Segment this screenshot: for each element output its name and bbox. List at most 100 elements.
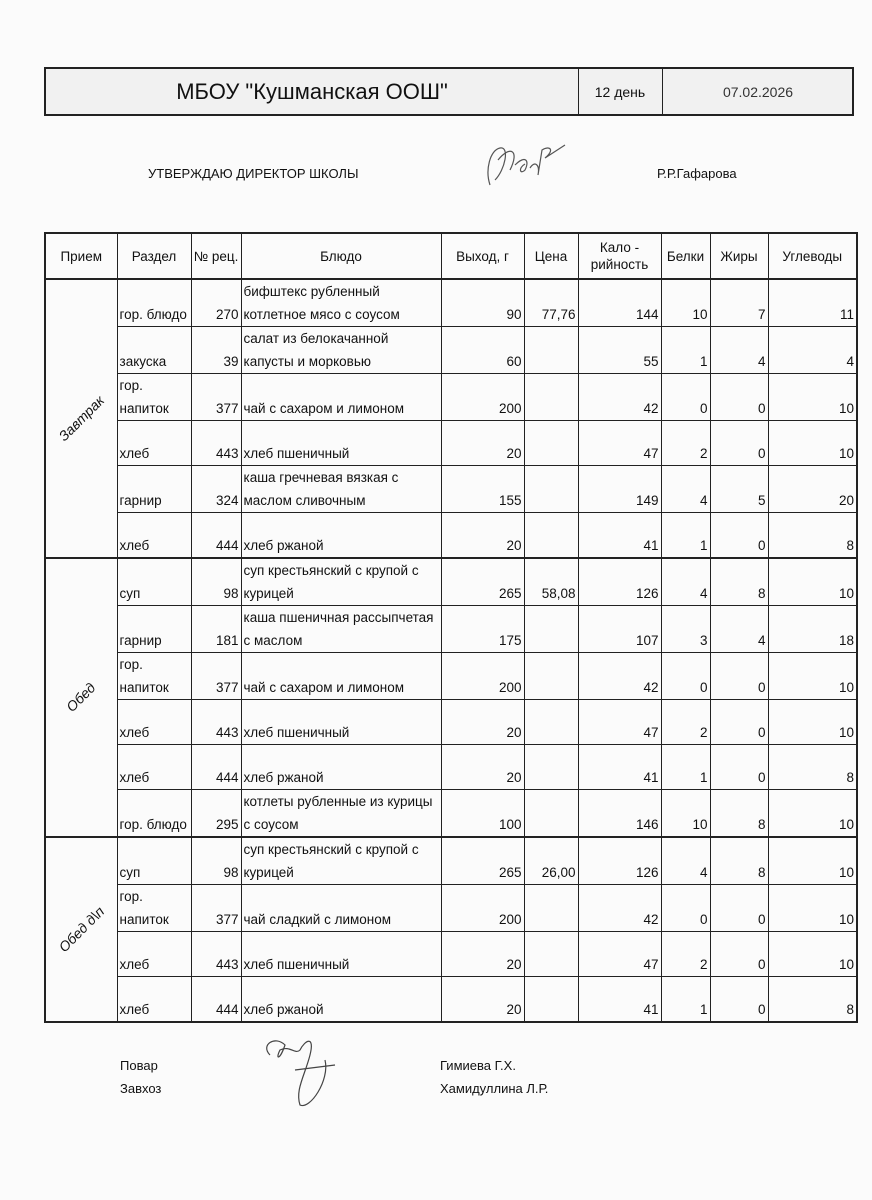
price-cell bbox=[523, 605, 579, 653]
column-header: Белки bbox=[660, 232, 711, 280]
recipe-number-cell: 181 bbox=[190, 605, 242, 653]
carbs-cell: 10 bbox=[767, 884, 858, 932]
section-cell: суп bbox=[116, 557, 192, 606]
column-header: Углеводы bbox=[767, 232, 858, 280]
yield-cell: 20 bbox=[440, 976, 525, 1023]
section-cell: гор. напиток bbox=[116, 652, 192, 700]
table-row: хлеб 443 хлеб пшеничный 20 47 2 0 10 bbox=[45, 931, 858, 977]
carbs-cell: 8 bbox=[767, 512, 858, 559]
dish-cell: котлеты рубленные из курицы с соусом bbox=[240, 789, 442, 838]
fat-cell: 5 bbox=[709, 465, 769, 513]
meal-name: Обед д\п bbox=[54, 903, 107, 956]
protein-cell: 0 bbox=[660, 373, 711, 421]
price-cell: 26,00 bbox=[523, 836, 579, 885]
calories-cell: 41 bbox=[577, 512, 662, 559]
section-cell: хлеб bbox=[116, 699, 192, 745]
calories-cell: 42 bbox=[577, 373, 662, 421]
calories-cell: 149 bbox=[577, 465, 662, 513]
table-row: хлеб 443 хлеб пшеничный 20 47 2 0 10 bbox=[45, 420, 858, 466]
dish-cell: хлеб ржаной bbox=[240, 512, 442, 559]
calories-cell: 42 bbox=[577, 652, 662, 700]
calories-cell: 144 bbox=[577, 278, 662, 327]
column-header: № рец. bbox=[190, 232, 242, 280]
carbs-cell: 8 bbox=[767, 976, 858, 1023]
fat-cell: 0 bbox=[709, 512, 769, 559]
column-header: Выход, г bbox=[440, 232, 525, 280]
section-cell: гарнир bbox=[116, 605, 192, 653]
recipe-number-cell: 443 bbox=[190, 420, 242, 466]
protein-cell: 0 bbox=[660, 884, 711, 932]
storekeeper-name: Хамидуллина Л.Р. bbox=[440, 1081, 549, 1096]
fat-cell: 0 bbox=[709, 884, 769, 932]
recipe-number-cell: 443 bbox=[190, 699, 242, 745]
carbs-cell: 10 bbox=[767, 652, 858, 700]
protein-cell: 4 bbox=[660, 557, 711, 606]
price-cell: 58,08 bbox=[523, 557, 579, 606]
section-cell: хлеб bbox=[116, 420, 192, 466]
price-cell bbox=[523, 373, 579, 421]
yield-cell: 20 bbox=[440, 512, 525, 559]
meal-name: Обед bbox=[63, 679, 99, 715]
table-row: хлеб 443 хлеб пшеничный 20 47 2 0 10 bbox=[45, 699, 858, 745]
storekeeper-label: Завхоз bbox=[120, 1081, 162, 1096]
protein-cell: 3 bbox=[660, 605, 711, 653]
footer-labels: Повар Завхоз bbox=[120, 1054, 161, 1100]
section-cell: хлеб bbox=[116, 931, 192, 977]
price-cell bbox=[523, 420, 579, 466]
approval-label: УТВЕРЖДАЮ ДИРЕКТОР ШКОЛЫ bbox=[148, 166, 359, 181]
meal-cell: Обед д\п bbox=[44, 836, 118, 1023]
meal-cell: Обед bbox=[44, 557, 118, 838]
meal-cell: Завтрак bbox=[44, 278, 118, 559]
calories-cell: 146 bbox=[577, 789, 662, 838]
table-row: хлеб 444 хлеб ржаной 20 41 1 0 8 bbox=[45, 976, 858, 1023]
fat-cell: 0 bbox=[709, 420, 769, 466]
section-cell: гор. блюдо bbox=[116, 278, 192, 327]
recipe-number-cell: 444 bbox=[190, 512, 242, 559]
table-row: хлеб 444 хлеб ржаной 20 41 1 0 8 bbox=[45, 744, 858, 790]
dish-cell: хлеб пшеничный bbox=[240, 420, 442, 466]
calories-cell: 107 bbox=[577, 605, 662, 653]
carbs-cell: 8 bbox=[767, 744, 858, 790]
table-row: гор. блюдо 295 котлеты рубленные из курицы… bbox=[45, 789, 858, 838]
fat-cell: 0 bbox=[709, 931, 769, 977]
column-header: Блюдо bbox=[240, 232, 442, 280]
fat-cell: 7 bbox=[709, 278, 769, 327]
calories-cell: 47 bbox=[577, 931, 662, 977]
carbs-cell: 10 bbox=[767, 557, 858, 606]
fat-cell: 0 bbox=[709, 976, 769, 1023]
protein-cell: 1 bbox=[660, 976, 711, 1023]
dish-cell: чай сладкий с лимоном bbox=[240, 884, 442, 932]
dish-cell: каша гречневая вязкая с маслом сливочным bbox=[240, 465, 442, 513]
yield-cell: 200 bbox=[440, 652, 525, 700]
director-name: Р.Р.Гафарова bbox=[657, 166, 737, 181]
table-row: гарнир 181 каша пшеничная рассыпчетая с ма… bbox=[45, 605, 858, 653]
yield-cell: 20 bbox=[440, 420, 525, 466]
carbs-cell: 18 bbox=[767, 605, 858, 653]
yield-cell: 100 bbox=[440, 789, 525, 838]
dish-cell: чай с сахаром и лимоном bbox=[240, 373, 442, 421]
calories-cell: 126 bbox=[577, 557, 662, 606]
table-row: хлеб 444 хлеб ржаной 20 41 1 0 8 bbox=[45, 512, 858, 559]
carbs-cell: 10 bbox=[767, 836, 858, 885]
dish-cell: салат из белокачанной капусты и морковью bbox=[240, 326, 442, 374]
protein-cell: 2 bbox=[660, 931, 711, 977]
price-cell bbox=[523, 326, 579, 374]
calories-cell: 41 bbox=[577, 744, 662, 790]
recipe-number-cell: 443 bbox=[190, 931, 242, 977]
yield-cell: 155 bbox=[440, 465, 525, 513]
price-cell bbox=[523, 744, 579, 790]
protein-cell: 4 bbox=[660, 836, 711, 885]
price-cell bbox=[523, 512, 579, 559]
calories-cell: 55 bbox=[577, 326, 662, 374]
carbs-cell: 10 bbox=[767, 931, 858, 977]
price-cell bbox=[523, 652, 579, 700]
fat-cell: 0 bbox=[709, 744, 769, 790]
section-cell: гор. напиток bbox=[116, 884, 192, 932]
menu-table: Прием Раздел № рец. Блюдо Выход, г Цена Кало -… bbox=[44, 232, 858, 1023]
carbs-cell: 10 bbox=[767, 699, 858, 745]
price-cell bbox=[523, 465, 579, 513]
cook-label: Повар bbox=[120, 1058, 158, 1073]
cook-signature bbox=[266, 1040, 336, 1107]
yield-cell: 265 bbox=[440, 557, 525, 606]
price-cell bbox=[523, 699, 579, 745]
